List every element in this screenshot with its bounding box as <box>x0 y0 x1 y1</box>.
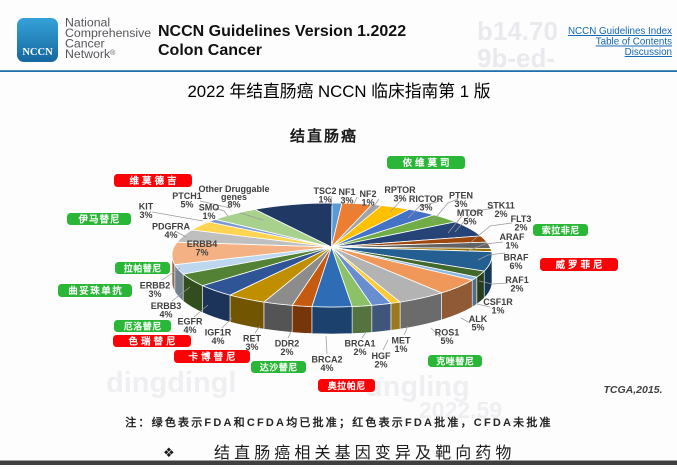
svg-text:1%: 1% <box>361 198 374 208</box>
svg-text:2022 年结直肠癌 NCCN 临床指南第 1 版: 2022 年结直肠癌 NCCN 临床指南第 1 版 <box>187 82 490 101</box>
svg-text:ERBB2: ERBB2 <box>140 281 171 291</box>
svg-text:奥拉帕尼: 奥拉帕尼 <box>327 380 366 391</box>
svg-text:b14.70: b14.70 <box>477 16 558 46</box>
svg-text:ERBB4: ERBB4 <box>187 239 218 249</box>
svg-text:MTOR: MTOR <box>457 208 484 218</box>
svg-text:Table of Contents: Table of Contents <box>596 37 672 48</box>
svg-text:dingdingl: dingdingl <box>106 367 236 399</box>
svg-text:色瑞替尼: 色瑞替尼 <box>128 336 178 348</box>
svg-text:结直肠癌: 结直肠癌 <box>290 127 358 145</box>
svg-text:BRCA1: BRCA1 <box>344 339 375 349</box>
svg-text:SMO: SMO <box>199 203 220 213</box>
svg-text:拉帕替尼: 拉帕替尼 <box>124 263 162 274</box>
svg-text:ALK: ALK <box>469 314 488 324</box>
svg-text:威罗菲尼: 威罗菲尼 <box>555 259 605 271</box>
svg-text:依维莫司: 依维莫司 <box>402 157 452 169</box>
svg-text:ROS1: ROS1 <box>435 328 460 338</box>
svg-text:8%: 8% <box>227 200 240 210</box>
svg-text:PTCH1: PTCH1 <box>172 191 202 201</box>
svg-text:Network®: Network® <box>65 47 116 61</box>
svg-text:CSF1R: CSF1R <box>483 297 513 307</box>
svg-text:结直肠癌相关基因变异及靶向药物: 结直肠癌相关基因变异及靶向药物 <box>214 444 516 462</box>
svg-text:5%: 5% <box>440 336 453 346</box>
svg-text:NCCN Guidelines Version 1.2022: NCCN Guidelines Version 1.2022 <box>158 23 406 40</box>
svg-text:ungling: ungling <box>365 371 470 403</box>
svg-text:5%: 5% <box>180 200 193 210</box>
svg-text:genes: genes <box>221 192 247 202</box>
svg-text:NF1: NF1 <box>338 187 355 197</box>
svg-text:HGF: HGF <box>372 351 392 361</box>
svg-text:RICTOR: RICTOR <box>409 194 444 204</box>
svg-text:3%: 3% <box>148 289 161 299</box>
svg-text:1%: 1% <box>202 211 215 221</box>
svg-text:Discussion: Discussion <box>625 47 672 58</box>
svg-text:1%: 1% <box>394 344 407 354</box>
svg-text:维莫德吉: 维莫德吉 <box>129 175 179 187</box>
svg-text:注：绿色表示FDA和CFDA均已批准；红色表示FDA批准，C: 注：绿色表示FDA和CFDA均已批准；红色表示FDA批准，CFDA未批准 <box>125 415 553 429</box>
svg-text:1%: 1% <box>491 306 504 316</box>
svg-text:克唑替尼: 克唑替尼 <box>436 356 474 367</box>
svg-text:3%: 3% <box>340 196 353 206</box>
svg-text:RAF1: RAF1 <box>505 275 529 285</box>
svg-text:4%: 4% <box>164 230 177 240</box>
svg-text:NCCN Guidelines Index: NCCN Guidelines Index <box>568 26 672 37</box>
svg-text:TCGA,2015.: TCGA,2015. <box>604 384 663 396</box>
svg-text:Cancer: Cancer <box>65 37 105 51</box>
svg-text:达沙替尼: 达沙替尼 <box>260 362 298 373</box>
svg-text:3%: 3% <box>454 199 467 209</box>
svg-text:6%: 6% <box>509 261 522 271</box>
svg-text:2%: 2% <box>514 223 527 233</box>
svg-text:9b-ed-: 9b-ed- <box>477 43 555 73</box>
svg-text:2%: 2% <box>510 284 523 294</box>
svg-text:2%: 2% <box>494 209 507 219</box>
svg-text:RET: RET <box>243 334 262 344</box>
svg-text:3%: 3% <box>139 210 152 220</box>
svg-text:Other Druggable: Other Druggable <box>198 184 269 194</box>
svg-text:RPTOR: RPTOR <box>384 185 416 195</box>
svg-text:5%: 5% <box>463 217 476 227</box>
svg-text:FLT3: FLT3 <box>511 214 532 224</box>
svg-text:3%: 3% <box>393 194 406 204</box>
svg-text:ERBB3: ERBB3 <box>151 301 182 311</box>
svg-text:MET: MET <box>392 336 412 346</box>
svg-text:BRCA2: BRCA2 <box>311 355 342 365</box>
svg-text:KIT: KIT <box>139 202 154 212</box>
svg-text:1%: 1% <box>505 241 518 251</box>
svg-text:2%: 2% <box>374 360 387 370</box>
svg-text:卡博替尼: 卡博替尼 <box>188 351 238 363</box>
svg-text:DDR2: DDR2 <box>275 339 300 349</box>
svg-text:5%: 5% <box>471 323 484 333</box>
svg-text:3%: 3% <box>419 203 432 213</box>
svg-text:厄洛替尼: 厄洛替尼 <box>124 321 162 332</box>
svg-text:NCCN: NCCN <box>22 47 53 58</box>
svg-text:4%: 4% <box>159 310 172 320</box>
svg-text:Comprehensive: Comprehensive <box>65 26 151 40</box>
svg-text:TSC2: TSC2 <box>313 186 336 196</box>
svg-text:National: National <box>65 16 110 30</box>
svg-text:伊马替尼: 伊马替尼 <box>77 214 120 226</box>
svg-text:❖: ❖ <box>163 445 175 460</box>
svg-text:PTEN: PTEN <box>449 191 473 201</box>
svg-text:4%: 4% <box>320 363 333 373</box>
svg-text:3%: 3% <box>245 342 258 352</box>
svg-text:ARAF: ARAF <box>500 232 525 242</box>
svg-text:Colon Cancer: Colon Cancer <box>158 42 262 59</box>
svg-text:PDGFRA: PDGFRA <box>152 222 191 232</box>
svg-text:7%: 7% <box>195 248 208 258</box>
svg-text:2%: 2% <box>280 347 293 357</box>
svg-text:IGF1R: IGF1R <box>205 328 232 338</box>
svg-text:1%: 1% <box>318 195 331 205</box>
svg-text:STK11: STK11 <box>487 201 515 211</box>
svg-text:4%: 4% <box>183 325 196 335</box>
svg-text:NF2: NF2 <box>359 189 376 199</box>
svg-text:BRAF: BRAF <box>504 253 529 263</box>
svg-text:2%: 2% <box>353 347 366 357</box>
svg-text:2022.59: 2022.59 <box>419 397 502 423</box>
svg-text:索拉非尼: 索拉非尼 <box>542 225 580 236</box>
svg-text:EGFR: EGFR <box>177 317 203 327</box>
svg-text:4%: 4% <box>211 336 224 346</box>
svg-text:曲妥珠单抗: 曲妥珠单抗 <box>68 285 123 297</box>
